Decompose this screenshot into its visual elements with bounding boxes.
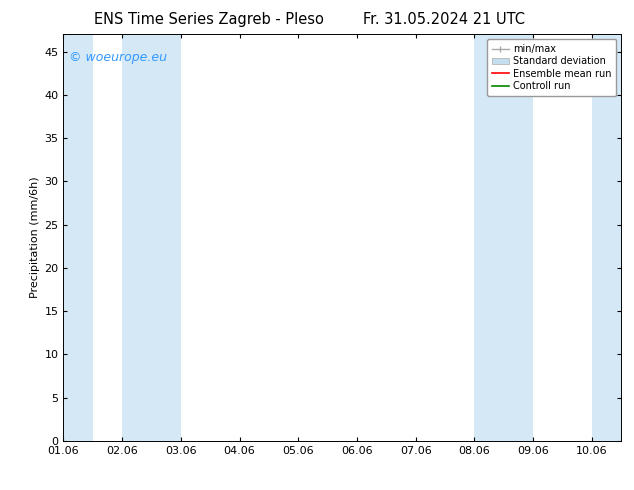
Bar <box>122 34 181 441</box>
Text: © woeurope.eu: © woeurope.eu <box>69 50 167 64</box>
Text: ENS Time Series Zagreb - Pleso: ENS Time Series Zagreb - Pleso <box>94 12 324 27</box>
Bar <box>592 34 621 441</box>
Text: Fr. 31.05.2024 21 UTC: Fr. 31.05.2024 21 UTC <box>363 12 525 27</box>
Bar <box>474 34 533 441</box>
Y-axis label: Precipitation (mm/6h): Precipitation (mm/6h) <box>30 177 40 298</box>
Bar <box>63 34 93 441</box>
Legend: min/max, Standard deviation, Ensemble mean run, Controll run: min/max, Standard deviation, Ensemble me… <box>487 39 616 96</box>
